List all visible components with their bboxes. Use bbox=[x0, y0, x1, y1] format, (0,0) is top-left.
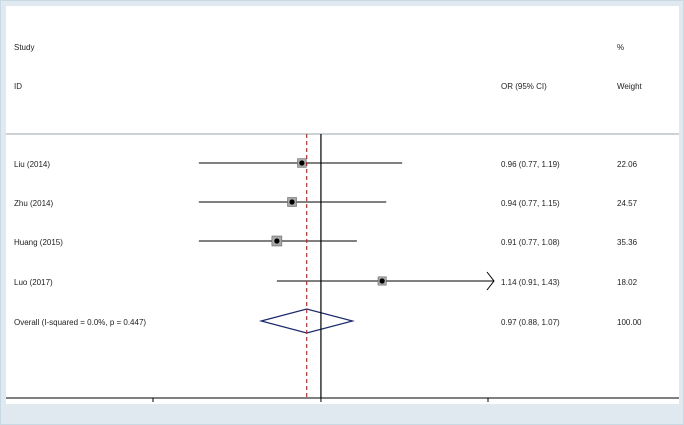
ci-arrow-right-icon bbox=[486, 271, 495, 291]
study-row: Luo (2017) 1.14 (0.91, 1.43) 18.02 bbox=[14, 271, 638, 291]
study-label: Liu (2014) bbox=[14, 160, 50, 169]
or-text: 0.91 (0.77, 1.08) bbox=[501, 238, 560, 247]
point-estimate bbox=[289, 199, 295, 205]
overall-label: Overall (I-squared = 0.0%, p = 0.447) bbox=[14, 318, 146, 327]
overall-row: Overall (I-squared = 0.0%, p = 0.447) 0.… bbox=[14, 308, 642, 334]
header-weight-percent: % bbox=[617, 43, 624, 52]
weight-text: 24.57 bbox=[617, 199, 638, 208]
study-row: Liu (2014) 0.96 (0.77, 1.19) 22.06 bbox=[14, 158, 638, 169]
weight-text: 35.36 bbox=[617, 238, 638, 247]
header-weight: Weight bbox=[617, 82, 643, 91]
study-row: Zhu (2014) 0.94 (0.77, 1.15) 24.57 bbox=[14, 197, 638, 208]
weight-text: 18.02 bbox=[617, 278, 638, 287]
study-label: Zhu (2014) bbox=[14, 199, 53, 208]
forest-plot: Study ID OR (95% CI) % Weight Liu (2014)… bbox=[6, 43, 679, 422]
header-study: Study bbox=[14, 43, 34, 52]
point-estimate bbox=[379, 278, 385, 284]
study-label: Luo (2017) bbox=[14, 278, 53, 287]
point-estimate bbox=[299, 160, 305, 166]
or-text: 0.96 (0.77, 1.19) bbox=[501, 160, 560, 169]
overall-weight-text: 100.00 bbox=[617, 318, 642, 327]
weight-text: 22.06 bbox=[617, 160, 638, 169]
overall-diamond bbox=[258, 308, 355, 334]
or-text: 0.94 (0.77, 1.15) bbox=[501, 199, 560, 208]
header-id: ID bbox=[14, 82, 22, 91]
overall-or-text: 0.97 (0.88, 1.07) bbox=[501, 318, 560, 327]
x-axis-ticks: .69811.43 bbox=[145, 398, 496, 422]
or-text: 1.14 (0.91, 1.43) bbox=[501, 278, 560, 287]
plot-panel: Study ID OR (95% CI) % Weight Liu (2014)… bbox=[6, 6, 679, 422]
point-estimate bbox=[274, 238, 280, 244]
study-row: Huang (2015) 0.91 (0.77, 1.08) 35.36 bbox=[14, 235, 638, 247]
header-or: OR (95% CI) bbox=[501, 82, 547, 91]
study-label: Huang (2015) bbox=[14, 238, 63, 247]
